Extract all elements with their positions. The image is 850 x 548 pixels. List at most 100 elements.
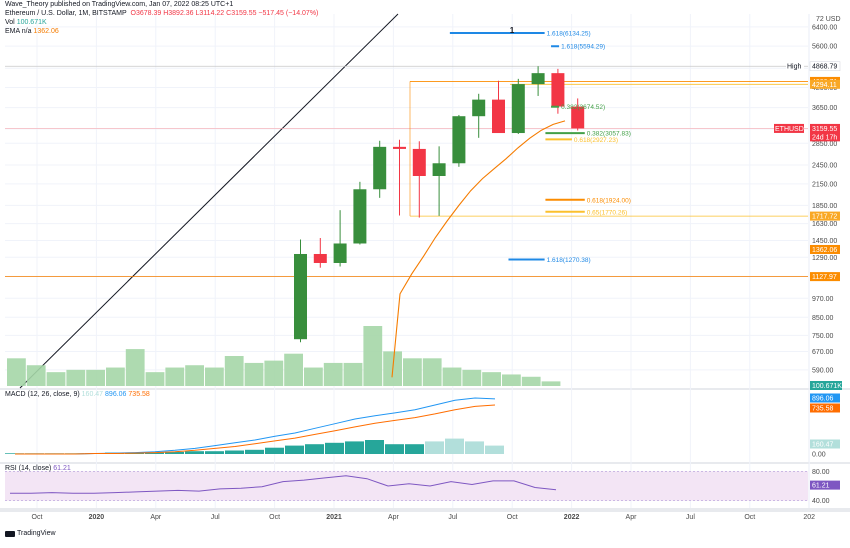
time-axis-label: Oct	[269, 514, 280, 521]
price-tick-label: 850.00	[812, 315, 834, 322]
rsi-value: 61.21	[53, 465, 71, 472]
macd-histogram-bar	[385, 444, 404, 454]
volume-bar	[224, 356, 244, 386]
rsi-level-label: 80.00	[812, 469, 830, 476]
price-tag-box	[810, 211, 840, 221]
trend-line	[19, 13, 399, 389]
price-tag-box	[810, 272, 840, 282]
macd-histogram-bar	[5, 453, 24, 454]
volume-bar	[403, 358, 422, 386]
signal-line	[15, 404, 496, 455]
time-axis-label: Jul	[211, 514, 220, 521]
price-tick-label: 1290.00	[812, 255, 837, 262]
price-tick-label: 1630.00	[812, 221, 837, 228]
tradingview-logo-icon	[5, 530, 15, 537]
tradingview-brand[interactable]: TradingView	[5, 530, 56, 537]
price-tick-label: 2150.00	[812, 181, 837, 188]
fib-level-label: 0.382(3057.83)	[587, 131, 631, 138]
symbol-title[interactable]: Ethereum / U.S. Dollar, 1M, BITSTAMP	[5, 10, 127, 17]
volume-bar	[66, 369, 86, 386]
publisher-text: Wave_Theory published on TradingView.com…	[5, 1, 234, 8]
price-tick-label: 6400.00	[812, 24, 837, 31]
time-axis-label: Oct	[744, 514, 755, 521]
fib-level-label: 0.618(1924.00)	[587, 197, 631, 204]
macd-tag-value: 0.00	[812, 452, 826, 459]
time-axis-label: Apr	[388, 514, 400, 521]
fib-level-label: 1.618(6134.25)	[547, 30, 591, 37]
macd-legend[interactable]: MACD (12, 26, close, 9) 160.47 896.06 73…	[5, 391, 150, 398]
price-tag-value: 4294.11	[812, 82, 837, 89]
price-tag-label: ETHUSD	[775, 126, 804, 133]
time-axis-label: Oct	[507, 514, 518, 521]
macd-histogram-bar	[445, 438, 464, 454]
time-axis-label: 2020	[89, 514, 105, 521]
volume-bar	[363, 326, 383, 386]
candle-body	[393, 146, 406, 149]
fib-level-label: 1.618(5594.29)	[561, 44, 605, 51]
ohlc-values: O3678.39 H3892.36 L3114.22 C3159.55 −517…	[130, 10, 319, 17]
wave-label: 1	[510, 26, 515, 35]
price-tag-box	[810, 79, 840, 89]
price-tick-label: 1450.00	[812, 238, 837, 245]
volume-bar	[284, 353, 303, 386]
fib-level-label: 1.618(1270.38)	[547, 257, 591, 264]
volume-bar	[521, 376, 541, 386]
rsi-band	[5, 471, 808, 501]
price-tick-label: 3650.00	[812, 105, 837, 112]
macd-tag-box	[810, 439, 840, 449]
price-tick-label: 750.00	[812, 333, 834, 340]
price-tag-value: 1362.06	[812, 247, 837, 254]
price-tag-label-box	[774, 123, 804, 133]
time-axis-label: 202	[803, 514, 815, 521]
price-tick-label: 670.00	[812, 349, 834, 356]
price-tag-label: High	[787, 64, 802, 71]
macd-histogram-bar	[365, 440, 384, 454]
volume-tag-box	[810, 381, 842, 390]
macd-histogram-bar	[345, 441, 364, 454]
candle-body	[452, 116, 466, 164]
candle-body	[571, 106, 585, 129]
publisher-line: Wave_Theory published on TradingView.com…	[5, 1, 233, 8]
price-tick-label: 2850.00	[812, 141, 837, 148]
price-tag-value: 4868.79	[812, 64, 837, 71]
ema-legend[interactable]: EMA n/a 1362.06	[5, 28, 59, 35]
rsi-tag-value: 61.21	[812, 483, 830, 490]
candle-body	[492, 99, 505, 134]
rsi-legend[interactable]: RSI (14, close) 61.21	[5, 465, 71, 472]
macd-histogram-bar	[325, 442, 344, 454]
macd-hist-value: 160.47	[81, 391, 104, 398]
price-tag-label-box	[786, 61, 804, 71]
currency-axis-label: 72 USD	[816, 16, 841, 23]
vol-label: Vol	[5, 19, 15, 26]
price-tick-label: 1850.00	[812, 203, 837, 210]
volume-bar	[541, 381, 561, 386]
time-axis-label: Oct	[32, 514, 43, 521]
volume-bar	[145, 372, 165, 386]
volume-bar	[205, 367, 224, 386]
macd-line-value: 896.06	[105, 391, 127, 398]
volume-bar	[502, 374, 521, 386]
volume-bar	[106, 367, 125, 386]
volume-bar	[323, 362, 343, 386]
fib-level-label: 0.382(3674.52)	[561, 104, 605, 111]
volume-legend[interactable]: Vol 100.671K	[5, 19, 47, 26]
ema-line	[391, 120, 566, 378]
fib-level-label: 0.65(1770.26)	[587, 209, 627, 216]
macd-label: MACD (12, 26, close, 9)	[5, 391, 80, 398]
brand-text: TradingView	[17, 530, 56, 537]
rsi-level-label: 40.00	[812, 498, 830, 505]
macd-histogram-bar	[245, 449, 264, 454]
volume-bar	[482, 372, 501, 386]
price-tag-box	[810, 132, 840, 142]
macd-histogram-bar	[285, 445, 304, 454]
price-tag-box	[809, 61, 841, 71]
macd-histogram-bar	[265, 447, 284, 454]
time-axis-label: Jul	[686, 514, 695, 521]
time-axis-label: 2022	[564, 514, 580, 521]
volume-bar	[86, 369, 105, 386]
volume-bar	[264, 360, 284, 386]
price-tag-value: 1127.97	[812, 274, 837, 281]
macd-histogram-bar	[185, 451, 204, 454]
candle-body	[412, 148, 426, 176]
